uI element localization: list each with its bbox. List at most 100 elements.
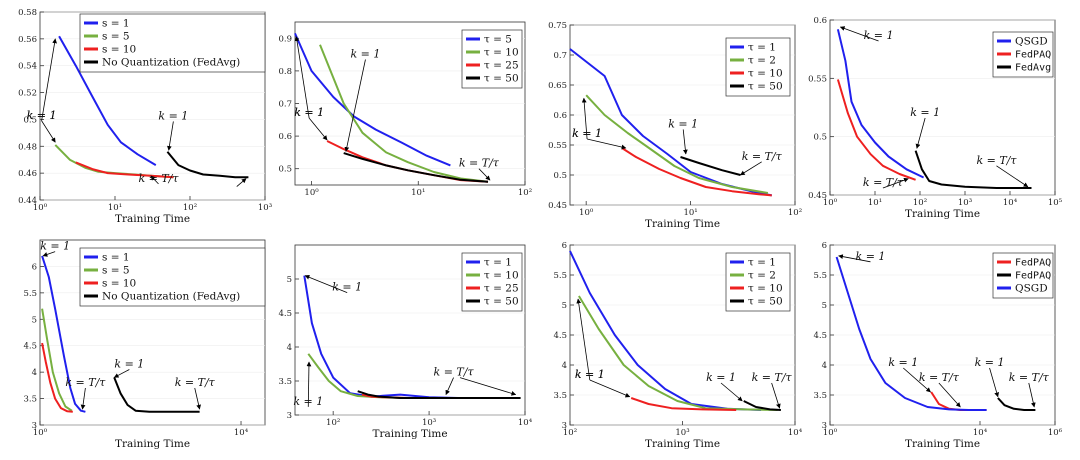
annotation-arrow [586,138,627,150]
y-tick-label: 3.5 [23,395,37,405]
annotation-label: k = T/τ [976,154,1017,167]
annotation-arrow [771,382,781,409]
x-tick-label: 10⁴ [234,428,249,438]
y-tick-label: 5.5 [23,289,37,299]
y-tick-label: 3 [287,411,292,421]
x-tick-label: 10² [326,418,340,428]
annotation-label: k = 1 [572,127,602,140]
legend-entry: τ = 10 [484,47,519,59]
legend-entry: s = 1 [102,18,130,30]
y-tick-label: 0.56 [18,35,37,45]
annotation-label: k = 1 [572,127,602,140]
legend-entry: FedAvg [1015,63,1051,74]
y-tick-label: 0.52 [18,89,37,99]
x-axis-label: Training Time [115,213,190,225]
series-line-3 [630,397,737,411]
series-line-2 [578,295,778,411]
annotation-arrow [903,367,931,393]
legend-entry: s = 5 [102,31,130,43]
x-axis-label: Training Time [645,218,720,230]
legend-entry: τ = 50 [484,73,519,85]
series-line-1 [41,255,86,413]
series-line-2 [997,397,1036,411]
y-tick-label: 0.75 [548,21,567,31]
series-line-3 [835,256,987,411]
y-tick-label: 6 [562,241,567,251]
legend-entry: τ = 1 [748,42,776,54]
chart-6: 3 3.5 4 4.5 5 10² 10³ 10⁴ Training Time k = 1 k = … [278,244,533,440]
legend-entry: s = 1 [102,252,130,264]
y-tick-label: 0.45 [808,191,827,201]
y-tick-label: 4 [32,368,37,378]
x-axis-label: Training Time [645,438,720,450]
y-tick-label: 0.6 [553,111,567,121]
annotation-arrow [304,274,348,293]
annotation-arrow [838,254,871,263]
annotation-arrow [1028,382,1036,408]
series-line-4 [357,390,521,399]
legend-entry: s = 10 [102,44,136,56]
x-tick-label: 10² [788,208,802,218]
x-tick-label: 10⁰ [823,428,838,438]
x-tick-label: 10⁰ [33,203,48,213]
annotation-arrow [581,97,588,140]
x-tick-label: 10⁰ [579,208,594,218]
annotation-arrow [150,175,159,185]
series-line-4 [743,400,781,411]
annotation-arrow [996,165,1029,188]
x-tick-label: 10¹ [683,208,697,218]
y-tick-label: 0.5 [553,171,567,181]
annotation-label: k = 1 [27,109,57,122]
annotation-arrow [445,377,454,396]
y-tick-label: 0.45 [548,201,567,211]
legend-entry: τ = 10 [748,68,783,80]
legend-entry: τ = 5 [484,34,512,46]
x-tick-label: 10¹ [868,198,882,208]
series-line-3 [41,342,73,413]
annotation-arrow [720,382,743,402]
y-tick-label: 0.5 [23,115,37,125]
legend-entry: FedPAQ [1015,271,1051,282]
y-tick-label: 4 [287,343,292,353]
annotation-arrow [294,36,310,119]
y-tick-label: 4.5 [278,309,292,319]
series-line-4 [166,151,249,179]
y-tick-label: 4 [822,361,827,371]
annotation-label: k = T/τ [138,172,179,185]
annotation-label: k = 1 [294,106,324,119]
y-tick-label: 5 [32,315,37,325]
y-tick-label: 0.9 [278,34,292,44]
series-line-2 [585,94,769,194]
annotation-arrow [882,177,909,189]
y-tick-label: 4 [562,361,567,371]
series-line-3 [914,150,1032,189]
legend-entry: QSGD [1015,36,1048,48]
chart-3: 0.45 0.5 0.55 0.6 0.65 0.7 0.75 10⁰ 10¹ 10² Traini… [548,21,802,230]
y-tick-label: 0.65 [548,81,567,91]
annotation-arrow [459,377,517,396]
legend-entry: τ = 2 [748,55,776,67]
annotation-arrow [682,129,688,155]
x-tick-label: 10³ [958,198,972,208]
y-tick-label: 0.48 [18,142,37,152]
legend-box [79,247,266,307]
y-tick-label: 0.58 [18,8,37,18]
annotation-arrow [41,38,57,121]
legend-entry: No Quantization (FedAvg) [102,57,240,69]
y-tick-label: 3 [32,421,37,431]
y-tick-label: 0.8 [278,67,292,77]
annotation-arrow [739,161,762,176]
series-line-2 [307,353,446,399]
annotation-arrow [167,121,174,151]
series-line-2 [319,44,489,183]
annotation-label: k = 1 [332,281,362,294]
y-tick-label: 3.5 [813,391,827,401]
x-tick-label: 10² [913,198,927,208]
chart-1: 0.44 0.46 0.48 0.5 0.52 0.54 0.56 0.58 10⁰ 10¹ 10²… [18,8,272,225]
y-tick-label: 3.5 [553,391,567,401]
x-axis-label: Training Time [115,438,190,450]
legend-entry: τ = 25 [484,60,519,72]
annotation-arrow [80,387,86,410]
y-tick-label: 5 [822,301,827,311]
